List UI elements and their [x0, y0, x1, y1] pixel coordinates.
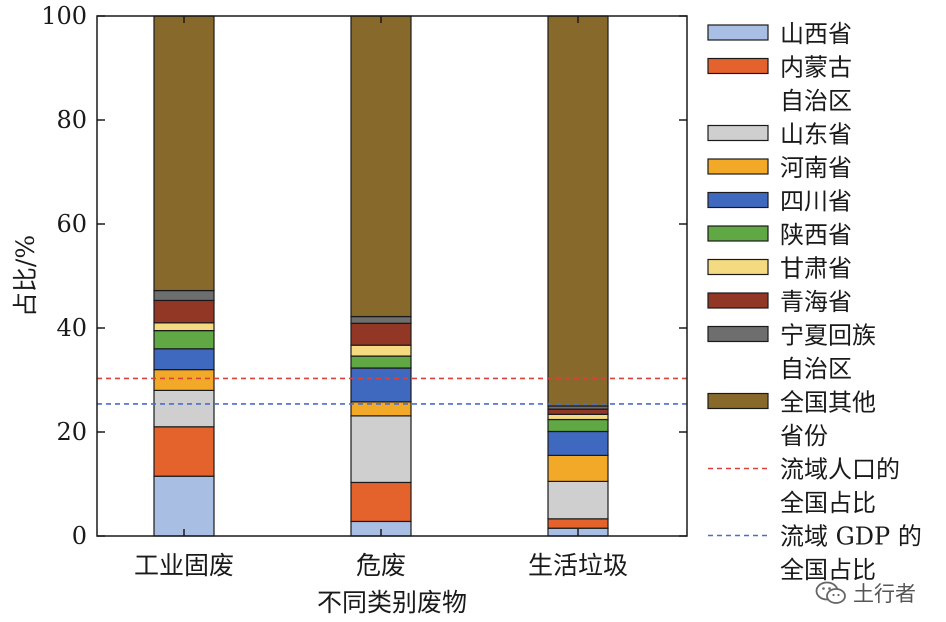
- legend-label: 甘肃省: [780, 255, 852, 283]
- y-tick-label: 20: [56, 418, 87, 446]
- legend-swatch: [707, 57, 769, 75]
- legend-label: 全国占比: [780, 489, 876, 517]
- bar-segment: [153, 369, 215, 392]
- legend-label: 河南省: [780, 154, 852, 182]
- bar-segment: [547, 408, 609, 415]
- legend-label: 四川省: [780, 188, 852, 216]
- bar-segment: [547, 480, 609, 520]
- bar-segment: [153, 389, 215, 428]
- bar-segment: [547, 518, 609, 529]
- bar-segment: [153, 348, 215, 371]
- bar-segment: [350, 481, 412, 523]
- legend-swatch: [707, 24, 769, 41]
- x-axis-title: 不同类别废物: [317, 588, 467, 617]
- bar-segment: [547, 454, 609, 482]
- legend-label: 省份: [780, 422, 828, 450]
- legend-label: 陕西省: [780, 221, 852, 249]
- bar-segment: [350, 355, 412, 369]
- bar-segment: [153, 289, 215, 302]
- bar-segment: [547, 418, 609, 433]
- legend-label: 青海省: [780, 288, 852, 316]
- bar-segment: [153, 330, 215, 350]
- y-tick-label: 80: [56, 106, 87, 134]
- wechat-icon: [815, 581, 846, 604]
- bar-segment: [350, 344, 412, 357]
- legend-swatch: [707, 191, 769, 209]
- y-tick-label: 40: [56, 314, 87, 342]
- legend-swatch: [707, 325, 769, 343]
- bar-segment: [153, 299, 215, 324]
- legend-label: 宁夏回族: [780, 322, 876, 350]
- watermark-text: 土行者: [853, 582, 916, 606]
- y-axis-title: 占比/%: [11, 235, 40, 317]
- bar-segment: [153, 426, 215, 477]
- x-axis: 工业固废 危废 生活垃圾: [134, 16, 628, 580]
- bar-segment: [547, 15, 609, 407]
- legend-label: 自治区: [780, 87, 852, 115]
- y-tick-label: 0: [72, 522, 87, 550]
- plot-area: [96, 15, 688, 537]
- x-tick-label: 工业固废: [134, 551, 234, 580]
- plot-frame: [96, 15, 688, 537]
- legend-label: 全国占比: [780, 556, 876, 584]
- bar-segment: [350, 15, 412, 318]
- legend-label: 流域人口的: [780, 456, 900, 484]
- y-tick-label: 100: [41, 2, 87, 30]
- legend-swatch: [707, 258, 769, 276]
- bar-segment: [547, 430, 609, 457]
- x-tick-label: 生活垃圾: [528, 551, 628, 580]
- y-tick-label: 60: [56, 210, 87, 238]
- bar-segment: [153, 322, 215, 332]
- bar-segment: [350, 315, 412, 324]
- bar-segment: [153, 475, 215, 537]
- legend-label: 全国其他: [780, 389, 876, 417]
- x-tick-label: 危废: [356, 551, 406, 580]
- legend-label: 山东省: [780, 121, 852, 149]
- bar-segment: [547, 413, 609, 421]
- legend-label: 山西省: [780, 20, 852, 48]
- bar-segment: [350, 322, 412, 346]
- legend-swatch: [707, 124, 769, 142]
- bar-segment: [350, 367, 412, 403]
- legend-swatch: [707, 225, 769, 242]
- legend-swatch: [707, 392, 769, 410]
- bar-segment: [153, 15, 215, 292]
- legend-label: 内蒙古: [780, 54, 852, 82]
- bar-segment: [350, 415, 412, 484]
- legend-label: 自治区: [780, 355, 852, 383]
- y-axis: 0 20 40 60 80 100: [41, 2, 687, 550]
- legend: 山西省内蒙古自治区山东省河南省四川省陕西省甘肃省青海省宁夏回族自治区全国其他省份…: [707, 20, 922, 584]
- legend-swatch: [707, 158, 769, 175]
- watermark: 土行者: [815, 578, 916, 608]
- legend-label: 流域 GDP 的: [780, 523, 922, 551]
- legend-swatch: [707, 292, 769, 309]
